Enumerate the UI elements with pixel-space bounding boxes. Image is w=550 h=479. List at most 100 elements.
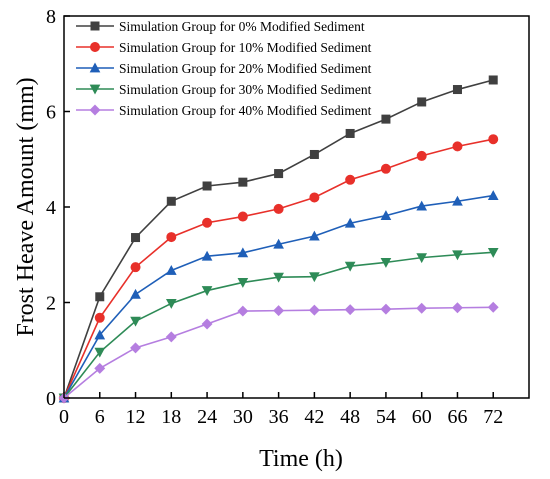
y-tick-label: 8 [46, 6, 56, 28]
data-point [380, 210, 392, 221]
data-point [380, 163, 391, 174]
data-point [166, 196, 176, 206]
data-point [344, 261, 356, 272]
data-point [273, 238, 284, 249]
data-point [273, 203, 284, 214]
data-point [345, 174, 356, 185]
x-tick-label: 24 [197, 406, 217, 428]
data-point [237, 278, 249, 288]
x-tick-label: 36 [269, 406, 289, 428]
series-1 [58, 134, 499, 403]
y-tick-label: 2 [46, 293, 56, 315]
y-axis-title: Frost Heave Amount (mm) [13, 77, 39, 336]
legend-marker [89, 84, 101, 95]
data-point [238, 177, 248, 187]
legend-marker [90, 41, 101, 52]
data-point [309, 149, 319, 159]
data-point [344, 304, 356, 316]
data-point [416, 253, 428, 264]
data-point [309, 230, 320, 241]
data-point [309, 272, 320, 283]
data-point [416, 150, 427, 161]
series-3 [58, 247, 499, 404]
legend-label: Simulation Group for 10% Modified Sedime… [119, 40, 372, 55]
data-point [345, 128, 355, 138]
data-point [380, 303, 392, 315]
data-point [237, 211, 248, 222]
series-line [63, 306, 494, 399]
x-tick-label: 60 [412, 406, 432, 428]
data-point [488, 75, 498, 85]
data-point [202, 217, 213, 228]
legend-item: Simulation Group for 40% Modified Sedime… [76, 103, 372, 118]
legend-label: Simulation Group for 30% Modified Sedime… [119, 82, 372, 97]
data-point [273, 272, 284, 283]
data-point [94, 362, 106, 374]
x-tick-label: 42 [304, 406, 324, 428]
legend-label: Simulation Group for 40% Modified Sedime… [119, 103, 372, 118]
data-point [380, 257, 392, 268]
data-point [416, 200, 428, 211]
data-point [94, 312, 105, 323]
data-point [344, 217, 356, 228]
legend-marker [89, 62, 101, 73]
data-point [487, 190, 499, 200]
y-tick-label: 0 [46, 388, 56, 410]
data-point [130, 342, 142, 354]
series-layer [58, 75, 499, 404]
data-point [487, 247, 499, 258]
series-4 [58, 301, 499, 404]
data-point [487, 301, 499, 313]
x-tick-label: 66 [447, 406, 467, 428]
data-point [201, 318, 213, 330]
data-point [94, 329, 106, 340]
data-point [416, 302, 428, 314]
series-line [63, 194, 494, 399]
legend: Simulation Group for 0% Modified Sedimen… [76, 19, 372, 118]
legend-item: Simulation Group for 30% Modified Sedime… [76, 82, 372, 97]
data-point [201, 286, 213, 297]
data-point [381, 114, 391, 124]
data-point [130, 316, 141, 327]
data-point [274, 169, 284, 179]
data-point [201, 250, 213, 261]
y-tick-label: 6 [46, 102, 56, 124]
data-point [452, 195, 463, 206]
data-point [452, 85, 462, 95]
x-axis-title: Time (h) [259, 446, 343, 472]
data-point [488, 134, 499, 145]
data-point [165, 299, 177, 309]
data-point [202, 181, 212, 191]
legend-item: Simulation Group for 0% Modified Sedimen… [76, 19, 365, 34]
data-point [165, 265, 177, 275]
x-tick-label: 0 [59, 406, 69, 428]
data-point [452, 141, 463, 152]
data-point [237, 247, 249, 258]
data-point [94, 347, 106, 358]
legend-label: Simulation Group for 0% Modified Sedimen… [119, 19, 365, 34]
x-tick-label: 6 [95, 406, 105, 428]
data-point [451, 302, 463, 314]
data-point [95, 292, 105, 302]
legend-marker [90, 21, 100, 31]
legend-item: Simulation Group for 10% Modified Sedime… [76, 40, 372, 55]
x-tick-label: 48 [340, 406, 360, 428]
data-point [131, 233, 141, 243]
data-point [166, 232, 177, 243]
x-tick-label: 72 [483, 406, 503, 428]
data-point [308, 304, 320, 316]
data-point [165, 331, 177, 343]
legend-label: Simulation Group for 20% Modified Sedime… [119, 61, 372, 76]
x-tick-label: 30 [233, 406, 253, 428]
data-point [417, 97, 427, 107]
series-2 [58, 190, 499, 403]
data-point [130, 262, 141, 273]
data-point [130, 288, 141, 299]
x-tick-label: 54 [376, 406, 396, 428]
y-tick-label: 4 [46, 197, 56, 219]
data-point [452, 250, 463, 261]
x-tick-label: 18 [161, 406, 181, 428]
